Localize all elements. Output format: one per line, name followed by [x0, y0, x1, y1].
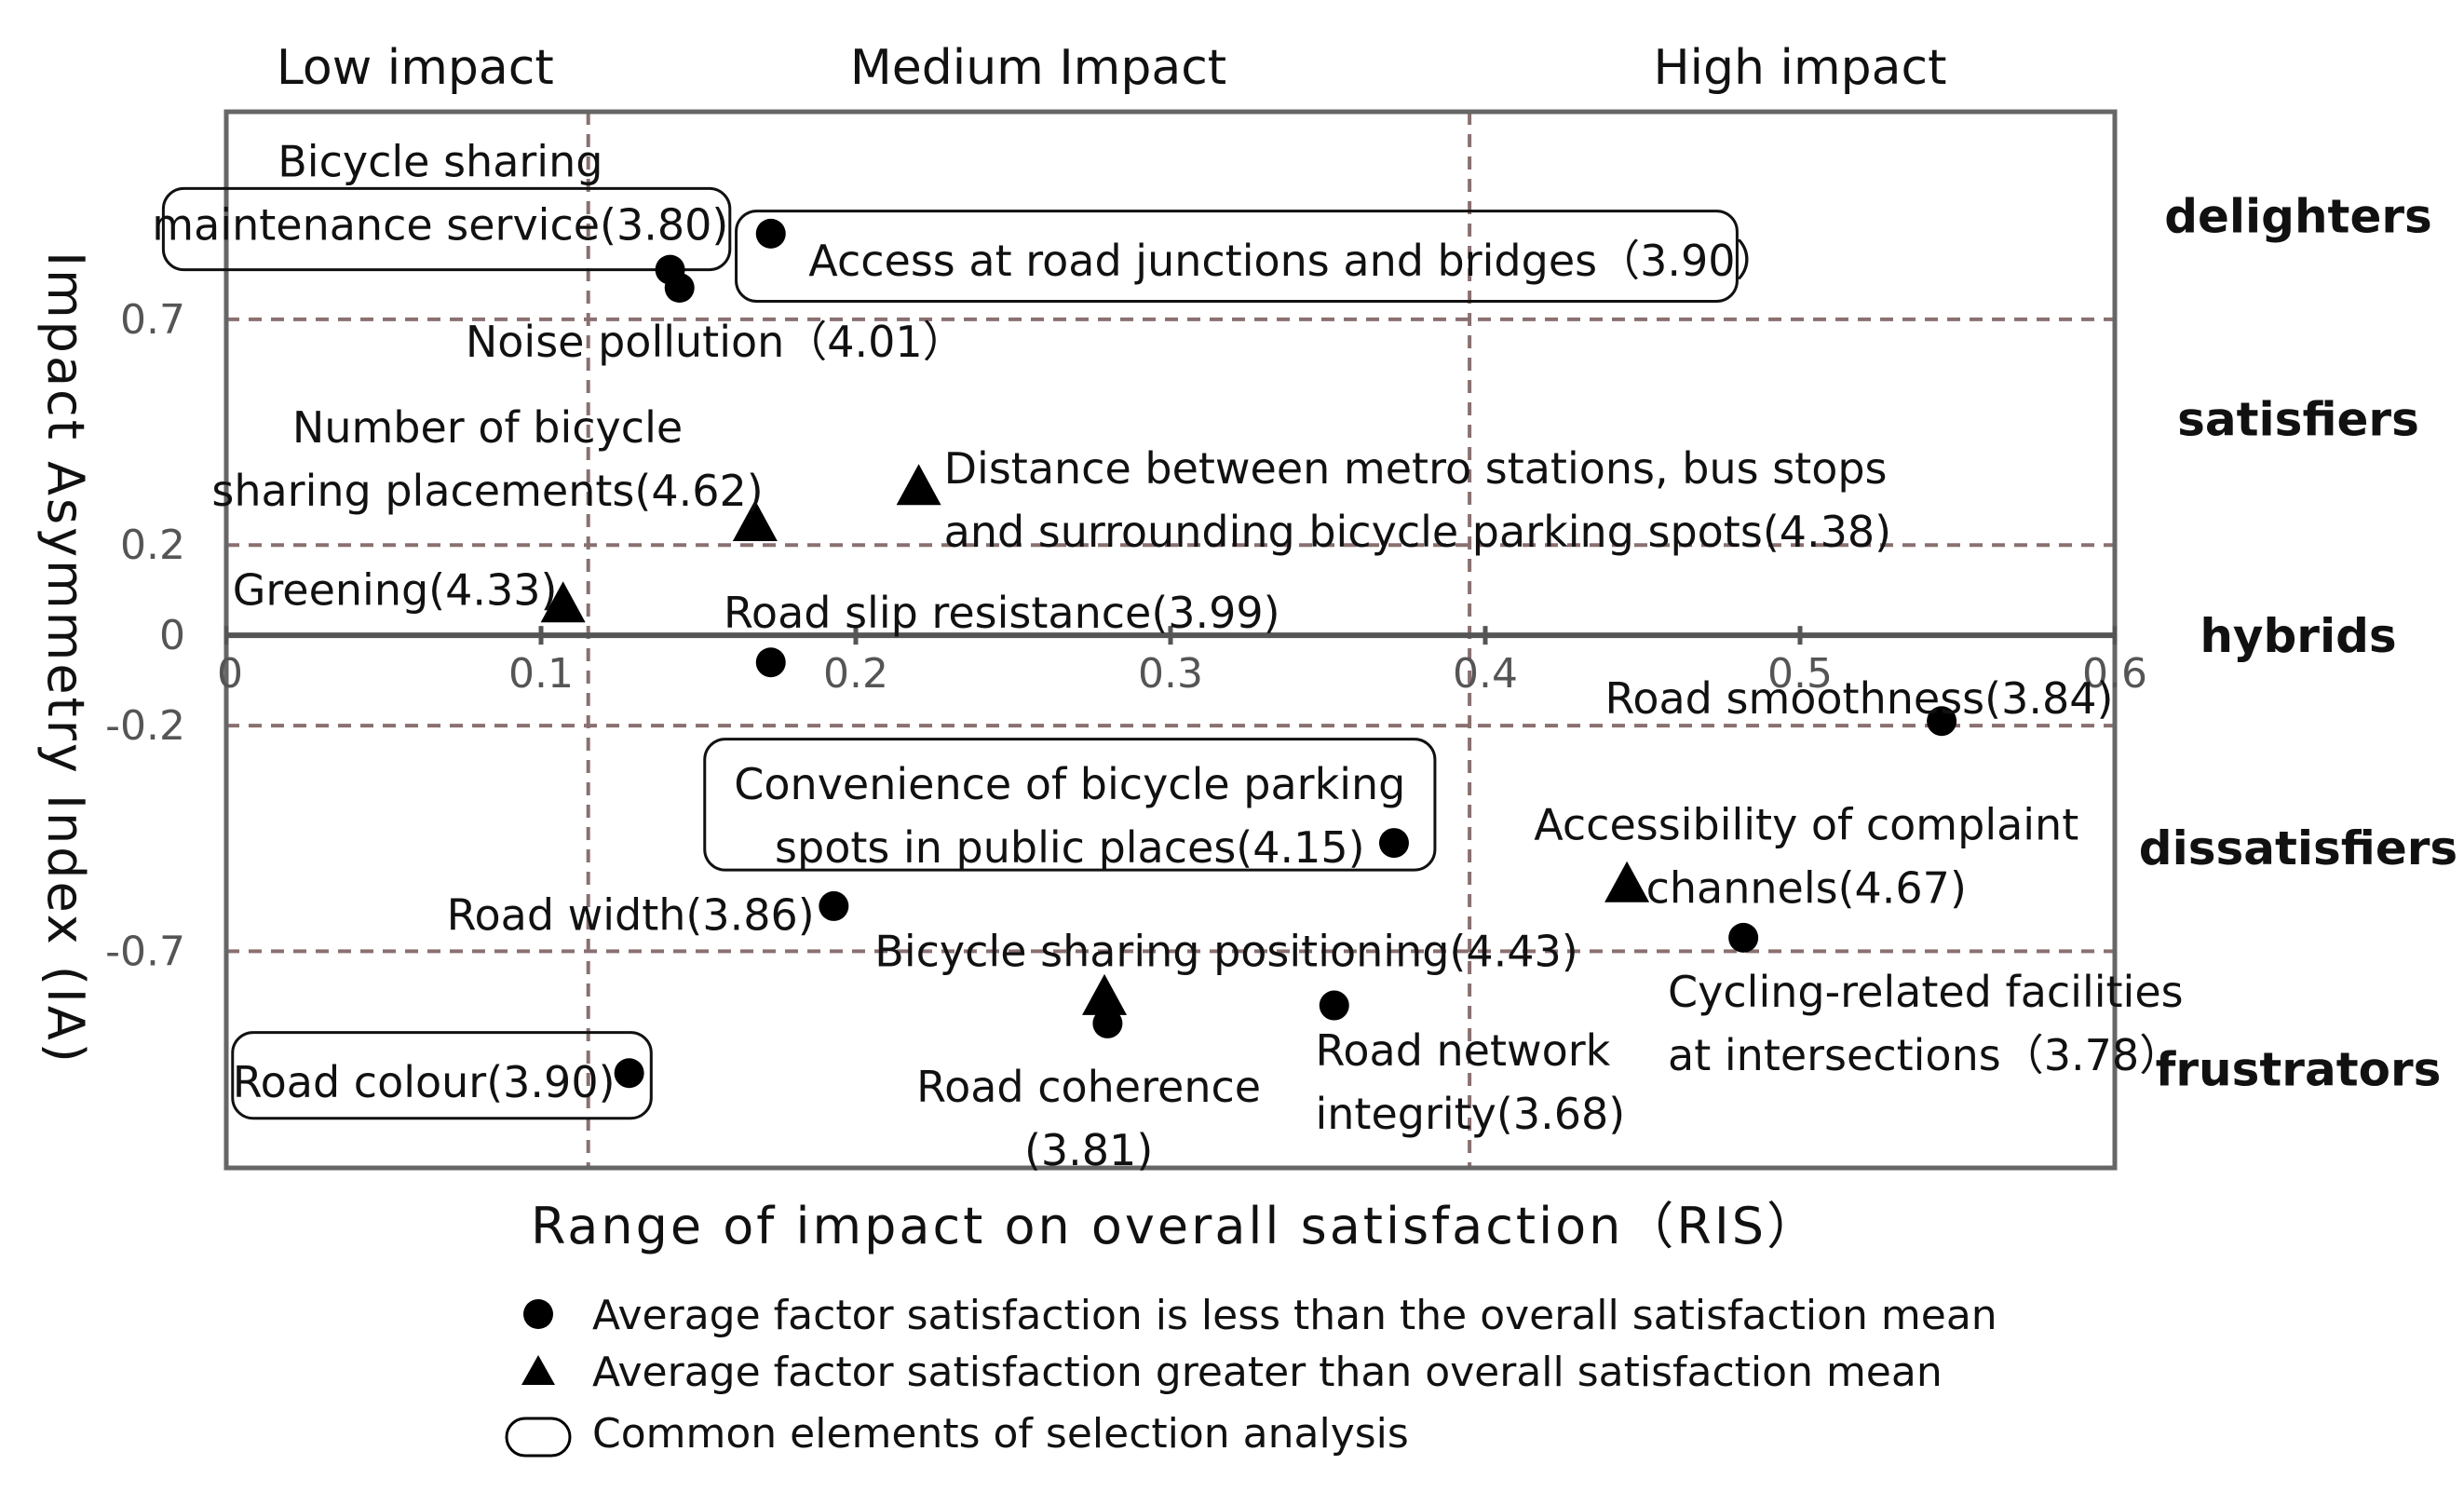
point-label: Road colour(3.90) [233, 1057, 616, 1107]
category-labels: delighters satisfiers hybrids dissatisfiers… [2139, 189, 2457, 1096]
legend-triangle-marker [521, 1355, 555, 1385]
x-tick-label: 0.5 [1767, 650, 1833, 698]
category-label: delighters [2164, 189, 2432, 243]
grid-lines [226, 112, 2115, 1168]
y-tick-label: 0.2 [120, 522, 185, 569]
point-label: Greening(4.33) [233, 565, 558, 616]
point-circle [1092, 1008, 1123, 1038]
point-label: Convenience of bicycle parking [734, 759, 1405, 809]
x-tick-label: 0.2 [823, 650, 888, 698]
point-label: maintenance service(3.80) [152, 199, 728, 250]
x-tick-label: 0.4 [1453, 650, 1518, 698]
x-tick-label: 0.1 [508, 650, 574, 698]
legend-triangle-text: Average factor satisfaction greater than… [592, 1349, 1943, 1396]
point-circle [1728, 922, 1759, 953]
legend-box-text: Common elements of selection analysis [592, 1410, 1409, 1458]
point-label: Bicycle sharing positioning(4.43) [874, 926, 1577, 976]
impact-band-label: High impact [1654, 40, 1947, 96]
point-triangle [1082, 973, 1128, 1015]
point-circle [664, 273, 695, 303]
point-circle [614, 1058, 644, 1089]
point-label: at intersections（3.78） [1668, 1030, 2182, 1080]
impact-bands: Low impact Medium Impact High impact [277, 40, 1947, 96]
impact-band-label: Medium Impact [850, 40, 1226, 96]
point-circle [1927, 706, 1957, 737]
common-element-box [703, 738, 1437, 872]
point-label: Bicycle sharing [278, 136, 602, 186]
y-tick-label: 0 [159, 612, 185, 659]
point-label: Distance between metro stations, bus sto… [944, 443, 1888, 494]
point-label: channels(4.67) [1646, 863, 1967, 914]
x-axis-title: Range of impact on overall satisfaction（… [531, 1197, 1820, 1255]
y-tick-label: -0.2 [105, 702, 185, 750]
point-label: Noise pollution（4.01） [466, 317, 966, 367]
common-element-box [231, 1031, 653, 1120]
data-points [540, 218, 1957, 1089]
point-label: sharing placements(4.62) [211, 466, 763, 516]
point-label: Road smoothness(3.84) [1604, 673, 2113, 724]
y-axis-title: Impact Asymmetry Index (IA) [36, 251, 95, 1065]
point-triangle [732, 500, 778, 541]
y-tick-label: -0.7 [105, 928, 185, 975]
point-circle [755, 218, 786, 249]
point-circle [819, 890, 849, 921]
category-label: satisfiers [2177, 393, 2419, 447]
x-tick-label: 0.3 [1138, 650, 1203, 698]
point-label: and surrounding bicycle parking spots(4.… [944, 507, 1892, 557]
common-element-boxes [161, 186, 1739, 1120]
legend: Average factor satisfaction is less than… [505, 1292, 1997, 1458]
point-circle [755, 647, 786, 678]
common-element-box [735, 210, 1739, 304]
point-label: (3.81) [1024, 1125, 1153, 1175]
category-label: dissatisfiers [2139, 821, 2457, 875]
common-element-box [161, 186, 732, 272]
point-label: Access at road junctions and bridges（3.9… [808, 236, 1778, 286]
point-label: Accessibility of complaint [1534, 800, 2078, 850]
point-label: Road width(3.86) [447, 890, 815, 941]
point-label: Number of bicycle [292, 402, 683, 453]
point-label: Road network [1315, 1025, 1610, 1076]
legend-circle-marker [523, 1299, 553, 1329]
category-label: hybrids [2200, 609, 2396, 663]
point-label: integrity(3.68) [1315, 1089, 1625, 1139]
point-label: Road coherence [916, 1062, 1261, 1112]
point-label: Road slip resistance(3.99) [724, 588, 1280, 638]
point-triangle [540, 581, 586, 623]
point-label: Cycling-related facilities [1668, 967, 2184, 1017]
point-circle [1319, 990, 1349, 1021]
point-labels: Bicycle sharing maintenance service(3.80)… [152, 136, 2183, 1174]
category-label: frustrators [2156, 1042, 2442, 1096]
legend-box-marker [505, 1417, 572, 1458]
impact-band-label: Low impact [277, 40, 554, 96]
x-tick-label: 0 [217, 650, 243, 698]
legend-circle-text: Average factor satisfaction is less than… [592, 1292, 1997, 1339]
point-circle [1378, 828, 1409, 859]
x-tick-label: 0.6 [2082, 650, 2147, 698]
point-label: spots in public places(4.15) [775, 822, 1365, 873]
y-tick-label: 0.7 [120, 296, 185, 344]
point-triangle [1604, 861, 1650, 902]
axes: 0 0.1 0.2 0.3 0.4 0.5 0.6 0.7 0.2 0 -0.2 -0.7 [105, 296, 2147, 975]
point-triangle [896, 464, 941, 506]
